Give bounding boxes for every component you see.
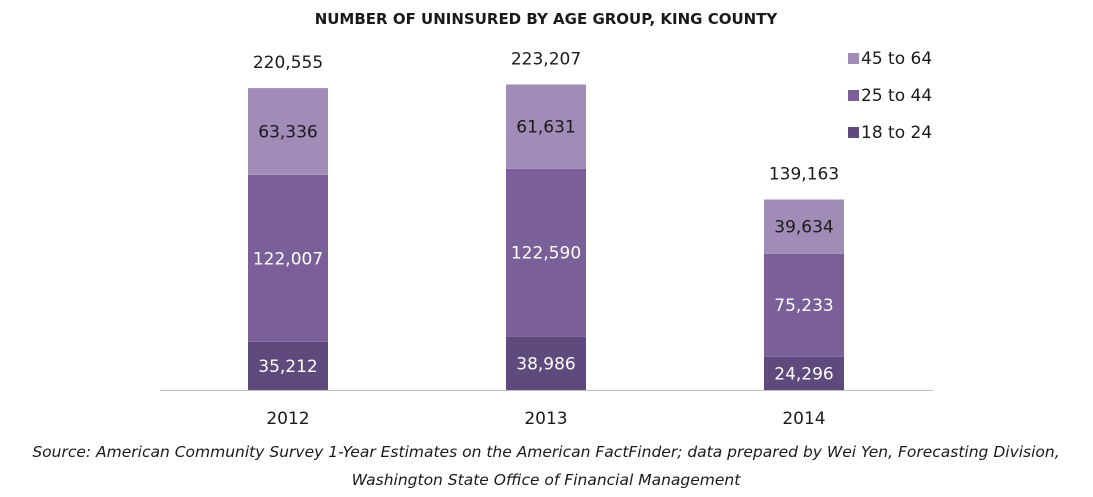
legend-label-18-to-24: 18 to 24 xyxy=(861,123,932,143)
bar-segment-2012-18-to-24 xyxy=(248,341,328,390)
legend: 45 to 64 25 to 44 18 to 24 xyxy=(848,49,932,143)
data-label-2014-25-to-44: 75,233 xyxy=(774,296,833,316)
x-tick-label-2013: 2013 xyxy=(524,409,567,429)
data-label-2012-25-to-44: 122,007 xyxy=(253,249,323,269)
total-label-2014: 139,163 xyxy=(769,165,839,185)
legend-label-25-to-44: 25 to 44 xyxy=(861,86,932,106)
bar-segment-2013-25-to-44 xyxy=(506,168,586,337)
data-label-2014-45-to-64: 39,634 xyxy=(774,218,833,238)
bar-segment-2013-45-to-64 xyxy=(506,84,586,169)
bar-segment-2014-18-to-24 xyxy=(764,356,844,390)
data-label-2013-25-to-44: 122,590 xyxy=(511,244,581,264)
data-label-2013-18-to-24: 38,986 xyxy=(516,354,575,374)
legend-swatch-18-to-24 xyxy=(848,127,859,138)
data-label-2012-18-to-24: 35,212 xyxy=(258,357,317,377)
legend-label-45-to-64: 45 to 64 xyxy=(861,49,932,69)
total-label-2012: 220,555 xyxy=(253,53,323,73)
bar-segment-2014-45-to-64 xyxy=(764,199,844,254)
axis-layer: 2012 2013 2014 xyxy=(160,390,933,429)
bars-layer: 35,212 122,007 63,336 220,555 38,986 122,590 6… xyxy=(248,49,844,390)
bar-segment-2014-25-to-44 xyxy=(764,253,844,357)
x-tick-label-2012: 2012 xyxy=(266,409,309,429)
bar-segment-2013-18-to-24 xyxy=(506,336,586,390)
data-label-2014-18-to-24: 24,296 xyxy=(774,364,833,384)
bar-segment-2012-25-to-44 xyxy=(248,174,328,342)
source-line-1: Source: American Community Survey 1-Year… xyxy=(32,443,1059,461)
total-label-2013: 223,207 xyxy=(511,49,581,69)
chart-title: NUMBER OF UNINSURED BY AGE GROUP, KING C… xyxy=(315,10,779,28)
data-label-2012-45-to-64: 63,336 xyxy=(258,122,317,142)
x-tick-label-2014: 2014 xyxy=(782,409,825,429)
source-line-2: Washington State Office of Financial Man… xyxy=(352,471,742,489)
data-label-2013-45-to-64: 61,631 xyxy=(516,118,575,138)
bar-segment-2012-45-to-64 xyxy=(248,88,328,175)
legend-swatch-25-to-44 xyxy=(848,90,859,101)
legend-swatch-45-to-64 xyxy=(848,53,859,64)
